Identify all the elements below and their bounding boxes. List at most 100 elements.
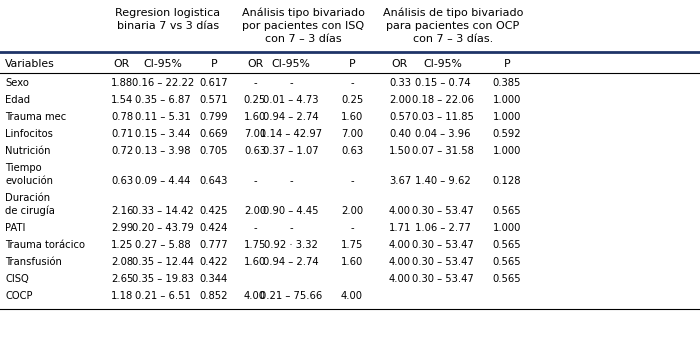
Text: 2.16: 2.16 xyxy=(111,206,133,216)
Text: Trauma mec: Trauma mec xyxy=(5,112,66,122)
Text: 1.60: 1.60 xyxy=(341,112,363,122)
Text: 0.643: 0.643 xyxy=(199,176,228,186)
Text: 0.25: 0.25 xyxy=(244,95,266,105)
Text: con 7 – 3 días: con 7 – 3 días xyxy=(265,34,342,44)
Text: 0.72: 0.72 xyxy=(111,146,133,156)
Text: 0.799: 0.799 xyxy=(199,112,228,122)
Text: 0.11 – 5.31: 0.11 – 5.31 xyxy=(135,112,191,122)
Text: 1.40 – 9.62: 1.40 – 9.62 xyxy=(415,176,471,186)
Text: 0.424: 0.424 xyxy=(199,223,228,233)
Text: 0.592: 0.592 xyxy=(493,129,522,139)
Text: P: P xyxy=(504,59,510,69)
Text: 0.565: 0.565 xyxy=(493,257,522,267)
Text: 0.01 – 4.73: 0.01 – 4.73 xyxy=(263,95,318,105)
Text: Análisis tipo bivariado: Análisis tipo bivariado xyxy=(241,8,365,19)
Text: 1.75: 1.75 xyxy=(244,240,266,250)
Text: 7.00: 7.00 xyxy=(341,129,363,139)
Text: 0.15 – 3.44: 0.15 – 3.44 xyxy=(135,129,190,139)
Text: OR: OR xyxy=(247,59,263,69)
Text: 2.08: 2.08 xyxy=(111,257,133,267)
Text: 1.60: 1.60 xyxy=(244,112,266,122)
Text: 0.94 – 2.74: 0.94 – 2.74 xyxy=(263,257,318,267)
Text: 0.63: 0.63 xyxy=(244,146,266,156)
Text: Nutrición: Nutrición xyxy=(5,146,50,156)
Text: 0.30 – 53.47: 0.30 – 53.47 xyxy=(412,274,474,284)
Text: 0.852: 0.852 xyxy=(199,291,228,301)
Text: 0.94 – 2.74: 0.94 – 2.74 xyxy=(263,112,318,122)
Text: 0.425: 0.425 xyxy=(199,206,228,216)
Text: CI-95%: CI-95% xyxy=(424,59,463,69)
Text: Transfusión: Transfusión xyxy=(5,257,62,267)
Text: 2.00: 2.00 xyxy=(244,206,266,216)
Text: 0.344: 0.344 xyxy=(200,274,228,284)
Text: 0.57: 0.57 xyxy=(389,112,411,122)
Text: 0.37 – 1.07: 0.37 – 1.07 xyxy=(263,146,318,156)
Text: con 7 – 3 días.: con 7 – 3 días. xyxy=(413,34,493,44)
Text: 0.35 – 6.87: 0.35 – 6.87 xyxy=(135,95,191,105)
Text: 0.63: 0.63 xyxy=(111,176,133,186)
Text: 0.25: 0.25 xyxy=(341,95,363,105)
Text: 1.18: 1.18 xyxy=(111,291,133,301)
Text: Regresion logistica: Regresion logistica xyxy=(116,8,220,18)
Text: 4.00: 4.00 xyxy=(244,291,266,301)
Text: 0.30 – 53.47: 0.30 – 53.47 xyxy=(412,240,474,250)
Text: P: P xyxy=(349,59,356,69)
Text: 0.71: 0.71 xyxy=(111,129,133,139)
Text: Sexo: Sexo xyxy=(5,78,29,88)
Text: 1.60: 1.60 xyxy=(341,257,363,267)
Text: 0.78: 0.78 xyxy=(111,112,133,122)
Text: 0.04 – 3.96: 0.04 – 3.96 xyxy=(415,129,470,139)
Text: 4.00: 4.00 xyxy=(389,240,411,250)
Text: 1.000: 1.000 xyxy=(493,146,522,156)
Text: -: - xyxy=(253,78,257,88)
Text: 2.00: 2.00 xyxy=(389,95,411,105)
Text: 0.30 – 53.47: 0.30 – 53.47 xyxy=(412,206,474,216)
Text: 0.705: 0.705 xyxy=(199,146,228,156)
Text: Duración: Duración xyxy=(5,193,50,203)
Text: 1.54: 1.54 xyxy=(111,95,133,105)
Text: 0.92 · 3.32: 0.92 · 3.32 xyxy=(264,240,318,250)
Text: COCP: COCP xyxy=(5,291,32,301)
Text: 0.35 – 12.44: 0.35 – 12.44 xyxy=(132,257,194,267)
Text: 7.00: 7.00 xyxy=(244,129,266,139)
Text: 0.565: 0.565 xyxy=(493,206,522,216)
Text: 0.565: 0.565 xyxy=(493,240,522,250)
Text: 0.35 – 19.83: 0.35 – 19.83 xyxy=(132,274,194,284)
Text: 0.571: 0.571 xyxy=(199,95,228,105)
Text: 1.000: 1.000 xyxy=(493,95,522,105)
Text: Variables: Variables xyxy=(5,59,55,69)
Text: 0.07 – 31.58: 0.07 – 31.58 xyxy=(412,146,474,156)
Text: 0.09 – 4.44: 0.09 – 4.44 xyxy=(135,176,190,186)
Text: 4.00: 4.00 xyxy=(389,257,411,267)
Text: 0.669: 0.669 xyxy=(199,129,228,139)
Text: 0.63: 0.63 xyxy=(341,146,363,156)
Text: 0.27 – 5.88: 0.27 – 5.88 xyxy=(135,240,191,250)
Text: 0.21 – 6.51: 0.21 – 6.51 xyxy=(135,291,191,301)
Text: 4.00: 4.00 xyxy=(341,291,363,301)
Text: 0.385: 0.385 xyxy=(493,78,522,88)
Text: 1.88: 1.88 xyxy=(111,78,133,88)
Text: 0.565: 0.565 xyxy=(493,274,522,284)
Text: 0.617: 0.617 xyxy=(199,78,228,88)
Text: 0.16 – 22.22: 0.16 – 22.22 xyxy=(132,78,194,88)
Text: para pacientes con OCP: para pacientes con OCP xyxy=(386,21,519,31)
Text: 3.67: 3.67 xyxy=(389,176,411,186)
Text: 0.13 – 3.98: 0.13 – 3.98 xyxy=(135,146,190,156)
Text: 1.06 – 2.77: 1.06 – 2.77 xyxy=(415,223,471,233)
Text: 0.128: 0.128 xyxy=(493,176,522,186)
Text: 0.33 – 14.42: 0.33 – 14.42 xyxy=(132,206,194,216)
Text: 1.000: 1.000 xyxy=(493,223,522,233)
Text: P: P xyxy=(211,59,217,69)
Text: 2.00: 2.00 xyxy=(341,206,363,216)
Text: 1.14 – 42.97: 1.14 – 42.97 xyxy=(260,129,322,139)
Text: 2.99: 2.99 xyxy=(111,223,133,233)
Text: -: - xyxy=(289,223,293,233)
Text: Tiempo: Tiempo xyxy=(5,163,41,173)
Text: -: - xyxy=(350,78,354,88)
Text: -: - xyxy=(253,176,257,186)
Text: CISQ: CISQ xyxy=(5,274,29,284)
Text: -: - xyxy=(350,176,354,186)
Text: evolución: evolución xyxy=(5,176,53,186)
Text: PATI: PATI xyxy=(5,223,25,233)
Text: binaria 7 vs 3 días: binaria 7 vs 3 días xyxy=(117,21,219,31)
